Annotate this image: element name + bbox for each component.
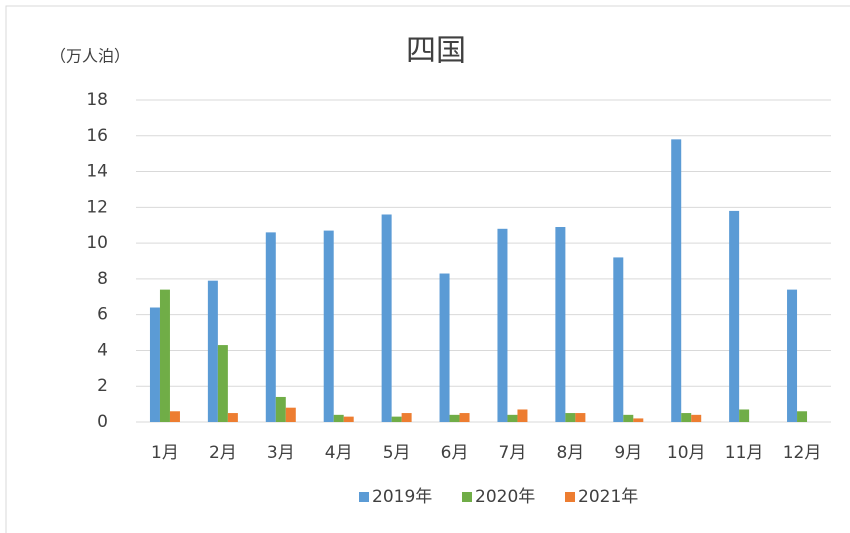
bar xyxy=(623,414,634,422)
legend-label: 2021年 xyxy=(578,487,638,507)
y-tick-label: 2 xyxy=(97,376,108,396)
bar xyxy=(391,416,402,422)
bar xyxy=(565,413,576,422)
x-tick-label: 1月 xyxy=(151,443,179,463)
bar xyxy=(381,214,392,422)
bar xyxy=(507,414,518,422)
x-tick-label: 3月 xyxy=(267,443,295,463)
x-tick-label: 11月 xyxy=(725,443,764,463)
chart-frame xyxy=(5,5,850,533)
legend-swatch xyxy=(462,492,472,502)
y-tick-label: 10 xyxy=(86,233,108,253)
x-tick-label: 7月 xyxy=(499,443,527,463)
x-tick-label: 8月 xyxy=(556,443,584,463)
y-tick-label: 0 xyxy=(97,412,108,432)
x-tick-label: 10月 xyxy=(667,443,706,463)
bar xyxy=(691,414,702,422)
legend-label: 2020年 xyxy=(475,487,535,507)
bar xyxy=(681,413,692,422)
bar xyxy=(323,230,334,422)
y-axis-label: （万人泊） xyxy=(50,47,130,66)
bar xyxy=(207,280,218,422)
x-tick-label: 6月 xyxy=(441,443,469,463)
bar xyxy=(633,418,644,422)
bar xyxy=(149,307,160,422)
bar xyxy=(217,345,228,422)
bar xyxy=(671,139,682,422)
y-tick-label: 8 xyxy=(97,269,108,289)
bar xyxy=(729,210,740,422)
bar xyxy=(265,232,276,422)
legend-label: 2019年 xyxy=(372,487,432,507)
bar xyxy=(517,409,528,422)
bar xyxy=(275,396,286,422)
legend-swatch xyxy=(565,492,575,502)
y-tick-label: 18 xyxy=(86,90,108,110)
bar xyxy=(343,416,354,422)
x-tick-label: 9月 xyxy=(614,443,642,463)
x-tick-label: 4月 xyxy=(325,443,353,463)
bar xyxy=(285,407,296,422)
bar xyxy=(459,413,470,422)
bar xyxy=(333,414,344,422)
bar xyxy=(739,409,750,422)
bar xyxy=(227,413,238,422)
bar xyxy=(449,414,460,422)
x-tick-label: 2月 xyxy=(209,443,237,463)
bar xyxy=(439,273,450,422)
y-tick-label: 6 xyxy=(97,305,108,325)
bar xyxy=(159,289,170,422)
bar xyxy=(401,413,412,422)
bar xyxy=(787,289,798,422)
bar xyxy=(169,411,180,422)
bar xyxy=(497,228,508,422)
y-tick-label: 12 xyxy=(86,197,108,217)
y-tick-label: 4 xyxy=(97,340,108,360)
y-tick-label: 16 xyxy=(86,126,108,146)
bar xyxy=(555,227,566,422)
bar xyxy=(613,257,624,422)
y-tick-label: 14 xyxy=(86,162,108,182)
x-tick-label: 12月 xyxy=(783,443,822,463)
bar xyxy=(575,413,586,422)
x-tick-label: 5月 xyxy=(383,443,411,463)
legend-swatch xyxy=(359,492,369,502)
chart-title: 四国 xyxy=(406,34,466,69)
bar xyxy=(797,411,808,422)
